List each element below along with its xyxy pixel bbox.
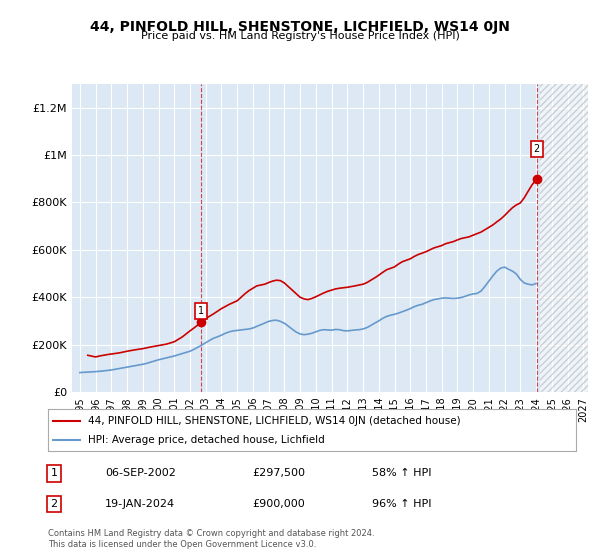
Text: 06-SEP-2002: 06-SEP-2002: [105, 468, 176, 478]
Text: 44, PINFOLD HILL, SHENSTONE, LICHFIELD, WS14 0JN (detached house): 44, PINFOLD HILL, SHENSTONE, LICHFIELD, …: [88, 416, 460, 426]
Bar: [540, 84, 588, 392]
Text: Contains HM Land Registry data © Crown copyright and database right 2024.
This d: Contains HM Land Registry data © Crown c…: [48, 529, 374, 549]
Text: Price paid vs. HM Land Registry's House Price Index (HPI): Price paid vs. HM Land Registry's House …: [140, 31, 460, 41]
Text: 58% ↑ HPI: 58% ↑ HPI: [372, 468, 431, 478]
Text: 44, PINFOLD HILL, SHENSTONE, LICHFIELD, WS14 0JN: 44, PINFOLD HILL, SHENSTONE, LICHFIELD, …: [90, 20, 510, 34]
Text: 1: 1: [50, 468, 58, 478]
Text: 2: 2: [50, 499, 58, 509]
Text: 2: 2: [534, 144, 540, 154]
Text: 96% ↑ HPI: 96% ↑ HPI: [372, 499, 431, 509]
Text: 1: 1: [198, 306, 204, 316]
Text: £297,500: £297,500: [252, 468, 305, 478]
Text: £900,000: £900,000: [252, 499, 305, 509]
Text: 19-JAN-2024: 19-JAN-2024: [105, 499, 175, 509]
Text: HPI: Average price, detached house, Lichfield: HPI: Average price, detached house, Lich…: [88, 435, 325, 445]
